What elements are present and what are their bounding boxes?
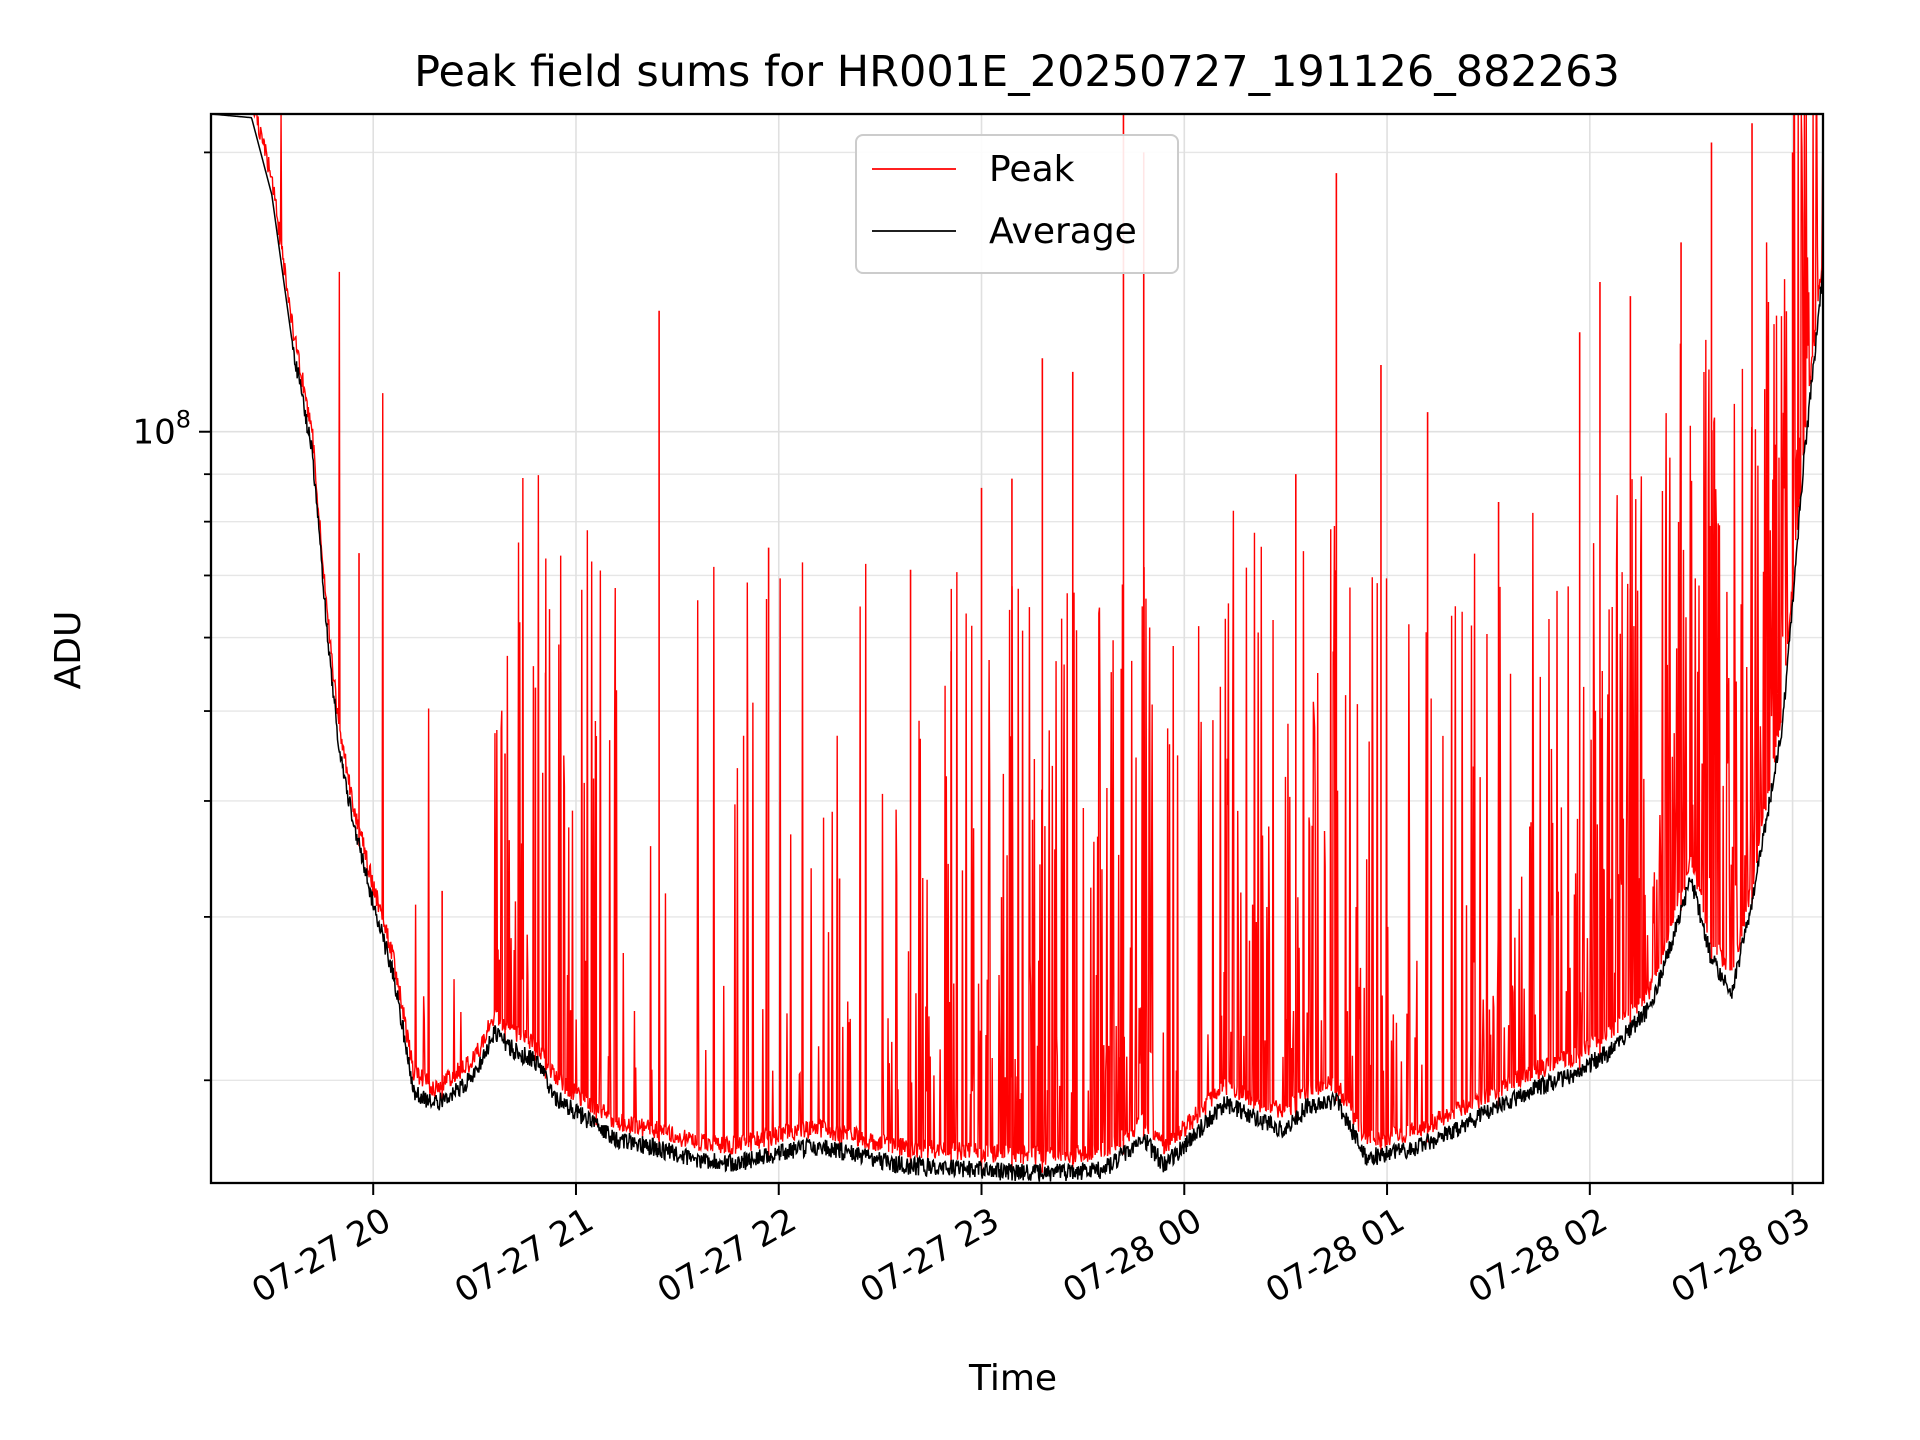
chart-title: Peak field sums for HR001E_20250727_1911… [414,47,1620,97]
average-series-line [210,113,1824,1182]
grid-layer [211,114,1823,1183]
y-tick-label-exponent: 8 [176,406,191,434]
plot-frame [209,112,1825,1185]
y-tick-label: 108 [132,406,191,453]
x-axis-label: Time [968,1358,1057,1399]
legend-average-label: Average [989,211,1137,252]
y-axis-label: ADU [48,611,89,690]
legend: Peak Average [855,134,1179,274]
y-tick-label-base: 10 [132,413,175,453]
peak-series-layer [211,113,1824,1173]
average-series-layer [210,113,1824,1182]
legend-peak-label: Peak [989,149,1075,190]
peak-series-line [211,113,1824,1165]
